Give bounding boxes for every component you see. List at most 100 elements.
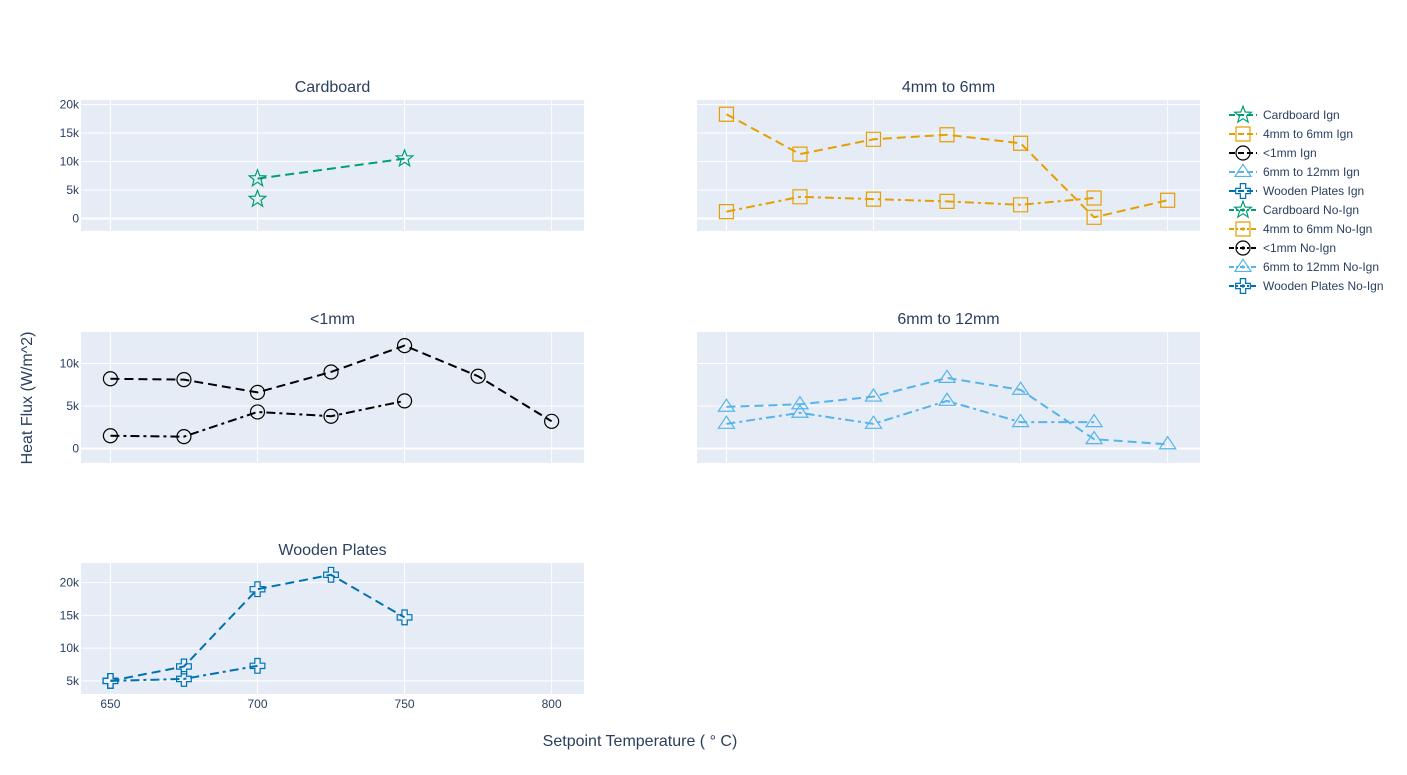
data-point <box>790 404 810 418</box>
legend-marker <box>1235 278 1251 294</box>
data-point <box>102 672 119 689</box>
data-point-shape <box>939 127 955 143</box>
data-point <box>1086 190 1102 206</box>
legend-item-wooden-plates-no-ign[interactable]: Wooden Plates No-Ign <box>1229 278 1384 294</box>
data-point-shape <box>717 398 736 412</box>
y-tick-label: 10k <box>60 155 80 169</box>
data-point-shape <box>937 369 957 383</box>
data-point-shape <box>792 189 808 205</box>
legend-label: Cardboard Ign <box>1263 108 1340 122</box>
series-wooden-plates-no-ign <box>102 657 266 689</box>
subplot-title: 6mm to 12mm <box>897 311 999 328</box>
data-point <box>939 127 955 143</box>
plot-area <box>697 332 1200 463</box>
legend-marker-shape <box>1235 221 1251 237</box>
series-lt1mm-no-ign <box>102 393 413 445</box>
data-point-shape <box>790 395 810 410</box>
data-point-shape <box>1011 381 1030 395</box>
data-point-shape <box>1086 190 1102 206</box>
legend-item-6mm-to-12mm-ign[interactable]: 6mm to 12mm Ign <box>1229 163 1360 179</box>
data-point-shape <box>939 193 955 209</box>
data-point-shape <box>792 146 808 162</box>
legend-marker-dot <box>1241 208 1245 212</box>
subplot-title: Cardboard <box>295 79 371 96</box>
data-point <box>323 408 339 424</box>
data-point-shape <box>1160 192 1176 208</box>
legend-marker <box>1235 126 1251 142</box>
legend-item-cardboard-no-ign[interactable]: Cardboard No-Ign <box>1229 199 1359 219</box>
series-4mm-to-6mm-ign <box>718 106 1176 225</box>
subplot-6mm-to-12mm: 6mm to 12mm <box>697 311 1200 463</box>
data-point <box>1084 430 1104 445</box>
data-point-shape <box>864 415 883 429</box>
y-tick-label: 5k <box>66 183 80 197</box>
data-point-shape <box>394 148 415 168</box>
data-point <box>102 428 119 444</box>
y-tick-label: 10k <box>60 641 80 655</box>
data-point <box>394 148 415 168</box>
series-line <box>110 344 553 423</box>
subplot-cardboard: 0 5k 10k 15k 20k Cardboard <box>60 79 584 231</box>
legend-marker <box>1235 221 1251 237</box>
x-tick-label: 700 <box>247 697 267 711</box>
legend-item-4mm-to-6mm-no-ign[interactable]: 4mm to 6mm No-Ign <box>1229 221 1372 237</box>
legend-marker-shape <box>1235 240 1251 256</box>
data-point-shape <box>718 106 735 122</box>
data-point <box>864 387 883 402</box>
data-point <box>176 372 192 388</box>
data-point <box>1084 413 1104 428</box>
data-point-shape <box>247 168 268 188</box>
data-point-shape <box>470 368 486 384</box>
x-axis-title: Setpoint Temperature ( ° C) <box>543 733 738 750</box>
legend-label: 4mm to 6mm Ign <box>1263 127 1353 141</box>
y-tick-label: 5k <box>66 674 80 688</box>
data-point <box>937 369 957 383</box>
data-point <box>102 371 119 387</box>
legend-item-cardboard-ign[interactable]: Cardboard Ign <box>1229 104 1340 124</box>
y-tick-label: 10k <box>60 356 80 370</box>
data-point-shape <box>102 672 119 689</box>
data-point <box>247 188 268 208</box>
legend-item-6mm-to-12mm-no-ign[interactable]: 6mm to 12mm No-Ign <box>1229 258 1379 274</box>
legend-label: <1mm No-Ign <box>1263 241 1336 255</box>
legend-marker-dot <box>1241 227 1245 231</box>
plot-area <box>81 563 584 694</box>
data-point <box>396 609 413 626</box>
series-line <box>110 573 406 682</box>
legend-label: Cardboard No-Ign <box>1263 203 1359 217</box>
y-axis-title: Heat Flux (W/m^2) <box>19 332 36 465</box>
data-point <box>790 395 810 410</box>
series-line <box>110 664 258 682</box>
data-point-shape <box>176 429 192 445</box>
data-point-shape <box>323 566 339 583</box>
legend-item-wooden-plates-ign[interactable]: Wooden Plates Ign <box>1229 183 1364 199</box>
legend-marker-shape <box>1235 183 1251 199</box>
legend-marker <box>1233 163 1253 178</box>
subplot-4mm-to-6mm: 4mm to 6mm <box>697 79 1200 231</box>
data-point-shape <box>249 404 266 420</box>
data-point-shape <box>396 393 413 409</box>
data-point-shape <box>717 415 736 429</box>
series-line <box>726 195 1095 213</box>
data-point <box>718 106 735 122</box>
legend-item-lt1mm-no-ign[interactable]: <1mm No-Ign <box>1229 240 1336 256</box>
data-point-shape <box>247 188 268 208</box>
data-point-shape <box>323 408 339 424</box>
data-point <box>1011 413 1030 428</box>
data-point-shape <box>249 581 266 598</box>
data-point-shape <box>718 204 735 220</box>
legend-label: 6mm to 12mm No-Ign <box>1263 260 1379 274</box>
data-point <box>792 146 808 162</box>
series-lt1mm-ign <box>102 338 560 429</box>
data-point <box>323 566 339 583</box>
subplot-lt1mm: 0 5k 10k <1mm <box>60 311 584 463</box>
legend-item-4mm-to-6mm-ign[interactable]: 4mm to 6mm Ign <box>1229 126 1353 142</box>
data-point-shape <box>1084 413 1104 428</box>
data-point <box>247 168 268 188</box>
y-tick-label: 20k <box>60 576 80 590</box>
data-point <box>1160 192 1176 208</box>
y-tick-label: 20k <box>60 98 80 112</box>
x-tick-label: 650 <box>100 697 120 711</box>
legend-item-lt1mm-ign[interactable]: <1mm Ign <box>1229 145 1317 161</box>
